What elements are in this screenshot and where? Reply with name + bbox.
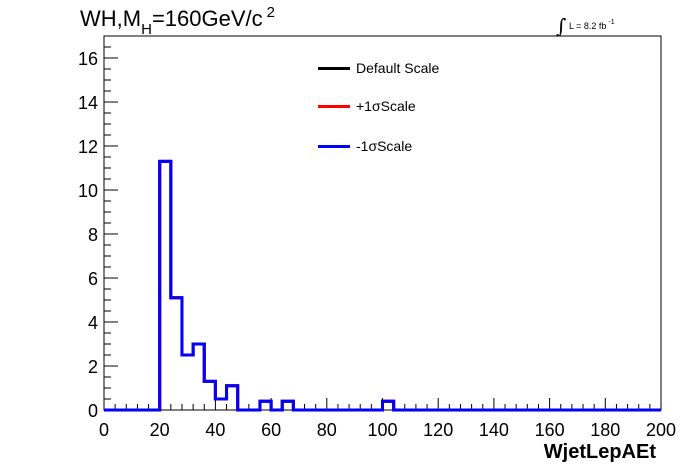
x-tick-label: 100 [367,420,397,440]
histogram-series-2--1-scale [104,159,661,412]
x-tick-label: 60 [261,420,281,440]
luminosity-unit-superscript: -1 [608,19,615,26]
x-tick-label: 200 [646,420,676,440]
legend-label-plus-sigma: +1σScale [356,98,416,114]
y-tick-label: 12 [78,137,98,157]
x-axis-label: WjetLepAEt [543,441,656,463]
legend-entry-plus-sigma: +1σScale [318,96,416,116]
x-tick-label: 0 [99,420,109,440]
luminosity-label: ∫ L = 8.2 fb -1 [556,10,615,38]
x-tick-label: 40 [205,420,225,440]
legend-swatch-default [318,66,350,70]
y-tick-label: 16 [78,49,98,69]
legend-entry-minus-sigma: -1σScale [318,136,412,156]
x-tick-label: 160 [535,420,565,440]
y-tick-label: 2 [88,357,98,377]
title-rest: =160GeV/c [151,6,263,31]
y-tick-label: 4 [88,313,98,333]
x-tick-label: 140 [479,420,509,440]
legend-label-default: Default Scale [356,60,440,76]
luminosity-text: L = 8.2 fb [568,21,607,31]
x-tick-label: 180 [590,420,620,440]
y-tick-label: 14 [78,93,98,113]
y-tick-label: 10 [78,181,98,201]
title-main: WH,M [80,6,142,31]
legend-entry-default: Default Scale [318,58,439,78]
x-tick-label: 20 [150,420,170,440]
x-tick-label: 120 [423,420,453,440]
y-tick-label: 0 [88,401,98,421]
y-tick-label: 8 [88,225,98,245]
title-subscript: H [141,21,152,38]
legend-swatch-minus-sigma [318,144,350,148]
histogram-series-1--1-scale [104,159,661,412]
y-tick-label: 6 [88,269,98,289]
histogram-series-0-default-scale [104,159,661,412]
legend-label-minus-sigma: -1σScale [356,138,413,154]
title-superscript: 2 [266,4,275,21]
x-tick-label: 80 [317,420,337,440]
legend-swatch-plus-sigma [318,104,350,108]
integral-symbol: ∫ [556,14,567,38]
chart-title: WH,MH=160GeV/c 2 [80,4,275,38]
